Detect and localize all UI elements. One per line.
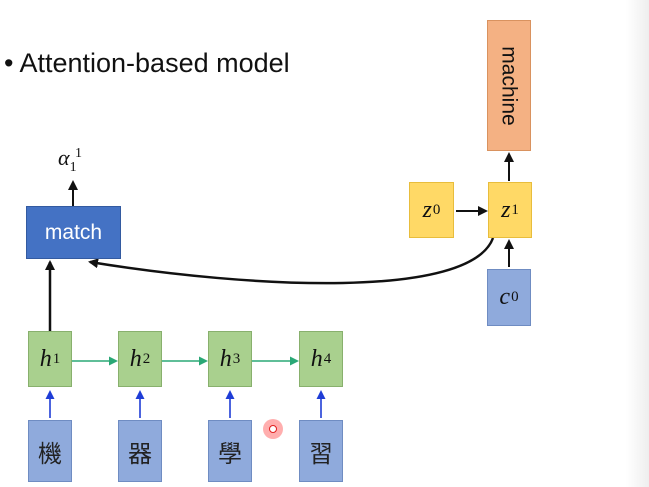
hidden-var: h — [39, 345, 52, 372]
hidden-var: h — [219, 345, 232, 372]
match-label: match — [44, 220, 103, 244]
alpha-symbol: α — [58, 145, 70, 170]
c0-index: 0 — [511, 289, 519, 305]
input-token-4: 習 — [299, 420, 343, 482]
slide-title-text: Attention-based model — [19, 48, 290, 78]
input-token-3: 學 — [208, 420, 252, 482]
hidden-index: 4 — [323, 350, 332, 367]
z0-var: z — [422, 196, 432, 223]
alpha-superscript: 1 — [75, 146, 82, 161]
hidden-var: h — [310, 345, 323, 372]
z0-index: 0 — [432, 201, 441, 218]
input-char: 學 — [218, 439, 242, 468]
z1-to-match-curve — [88, 237, 495, 285]
right-edge-shade — [626, 0, 649, 487]
hidden-index: 2 — [142, 350, 151, 367]
input-char: 器 — [128, 439, 152, 468]
alpha-output-label: α1 1 — [58, 145, 82, 181]
input-token-1: 機 — [28, 420, 72, 482]
z1-index: 1 — [511, 201, 519, 218]
hidden-index: 1 — [52, 350, 61, 367]
output-token-machine: machine — [487, 20, 531, 151]
match-box: match — [26, 206, 121, 259]
pointer-center — [269, 425, 277, 433]
bullet-mark: • — [4, 48, 14, 78]
hidden-var: h — [129, 345, 142, 372]
c0-var: c — [499, 284, 511, 310]
slide-title: • Attention-based model — [4, 46, 290, 80]
z1-var: z — [501, 196, 511, 223]
hidden-index: 3 — [232, 350, 241, 367]
alpha-subscript: 1 — [69, 160, 77, 175]
input-token-2: 器 — [118, 420, 162, 482]
output-word: machine — [498, 45, 522, 126]
input-char: 習 — [309, 439, 333, 468]
input-char: 機 — [38, 439, 62, 468]
